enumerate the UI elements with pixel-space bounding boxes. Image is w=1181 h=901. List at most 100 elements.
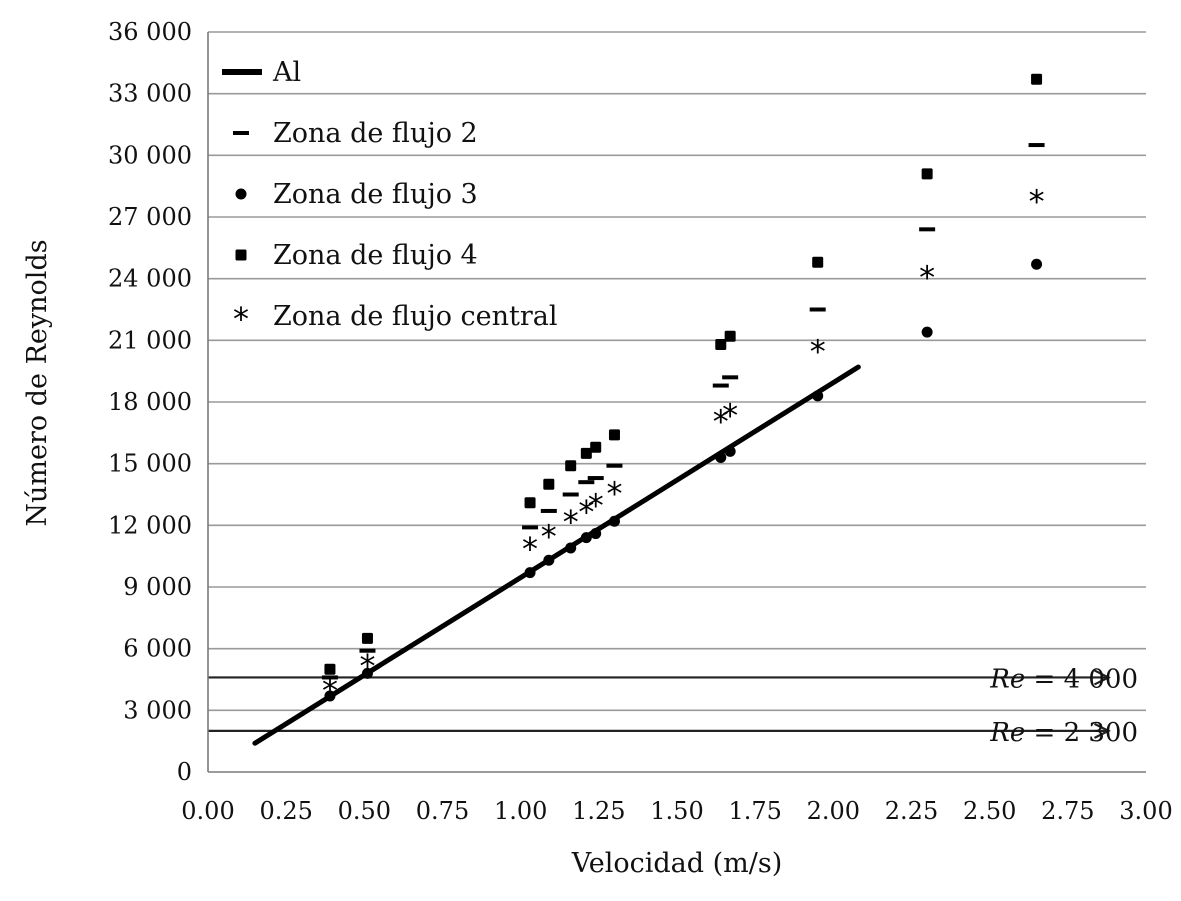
x-tick-label: 0.00 [181, 797, 234, 825]
x-tick-label: 0.75 [416, 797, 469, 825]
data-point: * [541, 518, 557, 556]
reference-line: Re = 2 300 [208, 718, 1138, 748]
series [324, 73, 1043, 675]
legend-label: Zona de flujo 2 [273, 118, 478, 149]
data-point [540, 508, 557, 513]
reference-line-label: Re = 2 300 [989, 718, 1138, 748]
data-point [712, 383, 729, 388]
x-tick-label: 0.50 [338, 797, 391, 825]
series [252, 364, 861, 746]
y-tick-label: 21 000 [108, 326, 192, 354]
y-tick-label: 36 000 [108, 18, 192, 46]
reference-arrowhead [1093, 669, 1111, 686]
y-tick-label: 6 000 [123, 635, 192, 663]
series [324, 258, 1043, 702]
data-point [809, 307, 826, 312]
legend-entry: Zona de flujo 3 [235, 179, 478, 210]
data-point [919, 227, 936, 232]
data-point [543, 554, 555, 566]
legend-entry: Al [222, 57, 301, 88]
x-tick-label: 2.00 [807, 797, 860, 825]
y-tick-label: 24 000 [108, 265, 192, 293]
data-point [359, 648, 376, 653]
data-point [606, 463, 623, 468]
x-tick-label: 1.00 [494, 797, 547, 825]
legend-swatch [235, 188, 247, 200]
data-point [562, 492, 579, 497]
data-point [921, 168, 933, 180]
data-point: * [919, 259, 935, 297]
data-point: * [722, 396, 738, 434]
series: *** * * ** ****** [322, 183, 1045, 710]
legend-swatch [233, 131, 249, 135]
data-point [361, 632, 373, 644]
data-point [565, 460, 577, 472]
y-tick-label: 9 000 [123, 573, 192, 601]
data-point [324, 690, 336, 702]
data-point [1028, 143, 1045, 148]
data-point: * [1029, 183, 1045, 221]
trend-line [252, 364, 861, 746]
y-tick-label: 15 000 [108, 450, 192, 478]
series-layer: *** * * ** ****** [252, 73, 1045, 746]
data-point: * [359, 647, 375, 685]
data-point [543, 478, 555, 490]
data-point [921, 326, 933, 338]
legend-label: Zona de flujo 3 [273, 179, 478, 210]
data-point [608, 429, 620, 441]
legend-label: Zona de flujo 4 [273, 240, 478, 271]
legend-entry: * Zona de flujo central [233, 300, 558, 338]
y-tick-label: 3 000 [123, 696, 192, 724]
data-point [324, 663, 336, 675]
reference-lines: Re = 4 000 Re = 2 300 [208, 664, 1138, 748]
data-point [724, 445, 736, 457]
data-point [608, 515, 620, 527]
reference-arrowhead [1093, 722, 1111, 739]
x-tick-labels: 0.00 0.25 0.50 0.75 1.00 1.25 1.50 1.75 2.00 2.25… [181, 797, 1172, 825]
data-point [321, 675, 338, 680]
data-point [715, 338, 727, 350]
legend-label: Al [272, 57, 301, 88]
legend: Al Zona de flujo 2 Zona de flujo 3 Zona de … [222, 57, 558, 338]
series [321, 143, 1045, 680]
data-point: * [522, 530, 538, 568]
y-tick-label: 18 000 [108, 388, 192, 416]
data-point [361, 667, 373, 679]
y-tick-label: 30 000 [108, 141, 192, 169]
data-point [724, 330, 736, 342]
data-point: * [578, 493, 594, 531]
data-point: * [588, 487, 604, 525]
y-tick-label: 12 000 [108, 511, 192, 539]
legend-swatch: * [233, 300, 249, 338]
x-tick-label: 0.25 [259, 797, 312, 825]
x-tick-label: 1.25 [572, 797, 625, 825]
data-point: * [810, 333, 826, 371]
x-tick-label: 2.25 [885, 797, 938, 825]
data-point [524, 567, 536, 579]
data-point [522, 525, 539, 530]
data-point [565, 542, 577, 554]
data-point [590, 528, 602, 540]
y-tick-label: 0 [177, 758, 192, 786]
y-tick-label: 33 000 [108, 80, 192, 108]
legend-label: Zona de flujo central [273, 301, 558, 332]
data-point [812, 390, 824, 402]
data-point: * [713, 402, 729, 440]
legend-entry: Zona de flujo 4 [235, 240, 478, 271]
data-point [1031, 73, 1043, 85]
data-point [812, 256, 824, 268]
data-point [722, 375, 739, 380]
y-tick-label: 27 000 [108, 203, 192, 231]
x-axis-title: Velocidad (m/s) [571, 848, 783, 879]
data-point [1031, 258, 1043, 270]
legend-swatch [235, 249, 247, 261]
reference-line: Re = 4 000 [208, 664, 1138, 694]
x-tick-label: 2.75 [1041, 797, 1094, 825]
reference-line-label: Re = 4 000 [989, 664, 1138, 694]
gridlines [208, 31, 1146, 712]
data-point: * [563, 503, 579, 541]
data-point [524, 497, 536, 509]
data-point [715, 452, 727, 463]
legend-entry: Zona de flujo 2 [233, 118, 478, 149]
